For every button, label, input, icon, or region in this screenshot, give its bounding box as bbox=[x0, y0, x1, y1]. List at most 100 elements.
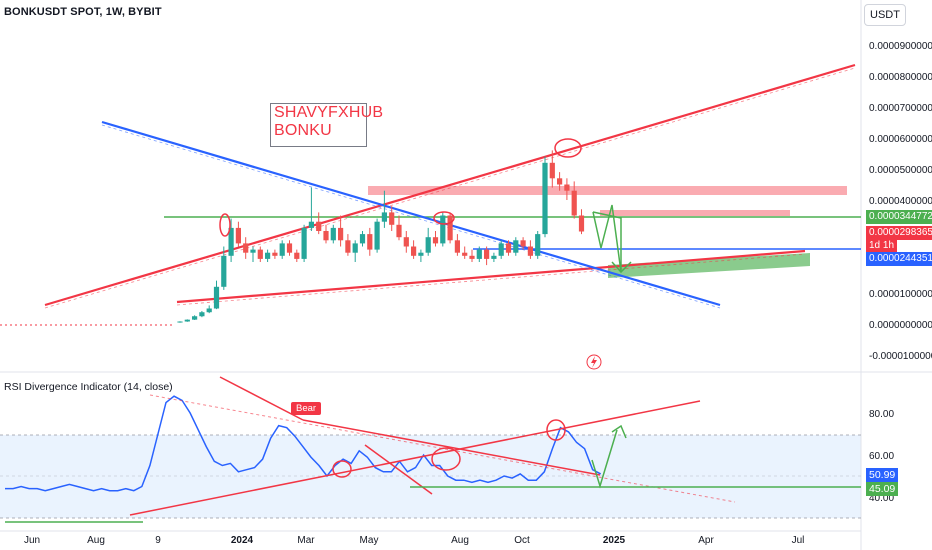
rsi-group bbox=[5, 395, 602, 492]
candle-body bbox=[498, 243, 504, 256]
candle-body bbox=[527, 246, 533, 256]
candle-body bbox=[564, 184, 570, 191]
candle-body bbox=[535, 234, 541, 256]
chart-title: BONKUSDT SPOT, 1W, BYBIT bbox=[4, 6, 162, 18]
candle-body bbox=[192, 316, 198, 320]
candle-body bbox=[221, 255, 227, 287]
projection-arrowhead bbox=[611, 261, 632, 274]
candle-body bbox=[513, 240, 519, 253]
candle-body bbox=[557, 178, 563, 185]
rising-trendline-top bbox=[44, 63, 856, 307]
candle-body bbox=[491, 255, 497, 259]
candle-body bbox=[330, 227, 336, 241]
rsi-falling-trend bbox=[302, 419, 601, 476]
lightning-icon bbox=[591, 356, 597, 368]
candle-body bbox=[359, 234, 366, 244]
candle-body bbox=[542, 162, 548, 235]
candle-body bbox=[272, 252, 278, 256]
candle-body bbox=[440, 215, 446, 244]
candle-body bbox=[177, 321, 183, 323]
rising-trendline-top-dash bbox=[44, 67, 856, 309]
rsi-projection bbox=[591, 429, 618, 489]
candle-body bbox=[184, 319, 190, 322]
time-tick-label: Oct bbox=[514, 535, 530, 546]
time-tick-label: May bbox=[360, 535, 379, 546]
time-tick-label: Aug bbox=[87, 535, 105, 546]
highlight-circle-1 bbox=[219, 213, 231, 237]
candle-body bbox=[257, 249, 263, 259]
price-tick-label: 0.0000900000 bbox=[869, 41, 932, 52]
countdown-tag: 1d 1h bbox=[866, 239, 898, 253]
rising-trendline-bottom-dash bbox=[176, 253, 806, 306]
rsi-circle-3 bbox=[546, 419, 566, 441]
candle-body bbox=[476, 249, 482, 259]
time-tick-label: 9 bbox=[155, 535, 161, 546]
time-tick-label: Aug bbox=[451, 535, 469, 546]
price-tick-label: 0.0000500000 bbox=[869, 165, 932, 176]
time-tick-label: Mar bbox=[297, 535, 315, 546]
bear-label: Bear bbox=[291, 402, 322, 415]
time-tick-label: Jul bbox=[792, 535, 805, 546]
time-tick-label: Apr bbox=[698, 535, 714, 546]
candle-body bbox=[250, 249, 256, 253]
rising-trendline-bottom bbox=[176, 249, 806, 304]
candle-body bbox=[206, 308, 212, 313]
green-level-tag: 0.0000344772 bbox=[866, 210, 932, 224]
candle-body bbox=[352, 243, 358, 253]
blue-level-tag: 0.0000244351 bbox=[866, 252, 932, 266]
projection-path-1 bbox=[592, 204, 622, 273]
candle-body bbox=[520, 240, 526, 247]
highlight-circle-3 bbox=[554, 138, 582, 158]
candle-body bbox=[213, 286, 220, 309]
rsi-tick-label: 60.00 bbox=[869, 451, 894, 462]
candle-body bbox=[381, 212, 387, 222]
candle-body bbox=[374, 221, 380, 250]
annotation-box[interactable]: SHAVYFXHUB BONKU bbox=[270, 103, 383, 147]
candle-body bbox=[316, 221, 322, 231]
candles-group bbox=[177, 150, 585, 323]
candle-body bbox=[389, 212, 395, 225]
candle-body bbox=[301, 227, 307, 259]
rsi-projection-arrowhead bbox=[611, 424, 627, 439]
candle-body bbox=[286, 243, 293, 253]
annotation-line-2: BONKU bbox=[274, 122, 332, 139]
last-price-tag: 0.0000298365 bbox=[866, 226, 932, 240]
candle-body bbox=[403, 237, 409, 247]
candle-body bbox=[484, 249, 490, 259]
candle-body bbox=[279, 243, 285, 256]
rsi-line bbox=[5, 395, 602, 492]
price-tick-label: 0.0000600000 bbox=[869, 134, 932, 145]
supply-zone-upper bbox=[368, 186, 847, 195]
price-tick-label: 0.0000800000 bbox=[869, 72, 932, 83]
rsi-level-tag: 45.09 bbox=[866, 482, 899, 496]
candle-body bbox=[265, 252, 271, 259]
candle-body bbox=[396, 224, 402, 238]
candle-body bbox=[235, 227, 241, 244]
candle-body bbox=[418, 252, 424, 256]
candle-body bbox=[199, 312, 205, 317]
candle-body bbox=[345, 240, 351, 253]
rsi-band bbox=[0, 435, 861, 518]
candle-body bbox=[294, 252, 300, 259]
price-tick-label: 0.0000400000 bbox=[869, 196, 932, 207]
time-axis-ticks: Jun Aug 9 2024 Mar May Aug Oct 2025 Apr Jul bbox=[24, 535, 804, 546]
supply-zone-lower bbox=[600, 210, 790, 216]
candle-body bbox=[308, 221, 314, 228]
candle-body bbox=[411, 246, 417, 256]
falling-trendline bbox=[101, 120, 721, 307]
candle-body bbox=[228, 227, 234, 256]
projection-path-2 bbox=[592, 211, 622, 272]
time-tick-label: Jun bbox=[24, 535, 40, 546]
rsi-bear-divergence bbox=[219, 376, 304, 421]
rsi-axis-ticks: 80.00 60.00 40.00 bbox=[869, 409, 894, 504]
rsi-drawn-curve bbox=[364, 444, 433, 495]
candle-body bbox=[454, 240, 460, 253]
candle-body bbox=[367, 234, 373, 250]
rsi-tick-label: 80.00 bbox=[869, 409, 894, 420]
rsi-tick-label: 40.00 bbox=[869, 493, 894, 504]
currency-button[interactable]: USDT bbox=[864, 4, 906, 26]
price-axis-ticks: 0.0000900000 0.0000800000 0.0000700000 0.00… bbox=[869, 41, 932, 362]
price-tick-label: 0.0000700000 bbox=[869, 103, 932, 114]
candle-body bbox=[571, 190, 577, 216]
